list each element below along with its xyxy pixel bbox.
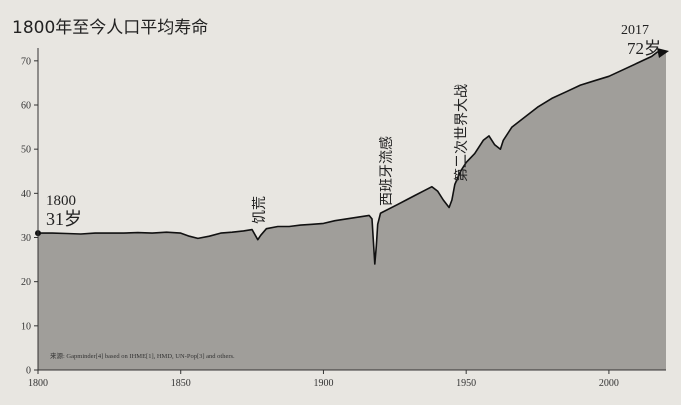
- annotation-2017-value: 72岁: [627, 39, 661, 58]
- annotation-ww2: 第二次世界大战: [453, 84, 470, 182]
- y-tick-label-10: 10: [21, 321, 31, 332]
- x-tick-label-1950: 1950: [456, 378, 476, 389]
- y-tick-label-60: 60: [21, 101, 31, 112]
- x-tick-label-1800: 1800: [28, 378, 48, 389]
- y-tick-label-40: 40: [21, 189, 31, 200]
- annotation-1800-year: 1800: [46, 193, 76, 209]
- annotation-famine: 饥荒: [252, 196, 268, 224]
- source-note: 来源: Gapminder[4] based on IHME[1], HMD, …: [50, 351, 235, 360]
- x-tick-label-1850: 1850: [171, 378, 191, 389]
- y-tick-label-70: 70: [21, 56, 31, 67]
- x-tick-label-1900: 1900: [313, 378, 333, 389]
- y-tick-label-0: 0: [26, 366, 31, 377]
- y-tick-label-30: 30: [21, 233, 31, 244]
- annotation-2017-year: 2017: [621, 23, 649, 38]
- life-expectancy-line: [38, 51, 666, 265]
- y-tick-label-50: 50: [21, 145, 31, 156]
- y-tick-label-20: 20: [21, 277, 31, 288]
- annotation-1800-value: 31岁: [46, 209, 82, 229]
- x-tick-label-2000: 2000: [599, 378, 619, 389]
- life-expectancy-area: [38, 52, 666, 370]
- annotation-spanish-flu: 西班牙流感: [378, 136, 395, 206]
- end-arrow: [657, 48, 669, 58]
- chart-title: 1800年至今人口平均寿命: [12, 18, 208, 38]
